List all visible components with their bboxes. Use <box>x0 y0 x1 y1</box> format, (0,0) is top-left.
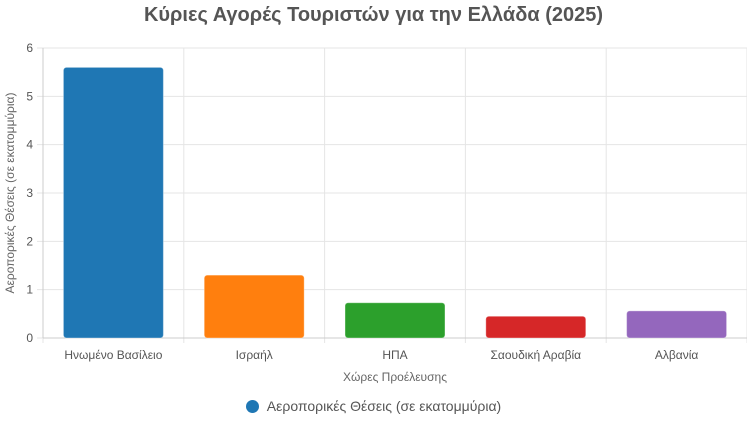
y-tick-label: 6 <box>26 41 33 55</box>
bar[interactable] <box>62 66 164 339</box>
y-axis-title: Αεροπορικές Θέσεις (σε εκατομμύρια) <box>3 93 17 294</box>
y-tick-label: 3 <box>26 186 33 200</box>
x-tick-label: ΗΠΑ <box>382 348 407 362</box>
bar[interactable] <box>485 315 587 339</box>
y-tick-label: 0 <box>26 331 33 345</box>
y-tick-label: 1 <box>26 283 33 297</box>
x-tick-label: Αλβανία <box>655 348 699 362</box>
bar[interactable] <box>344 302 446 339</box>
chart-title: Κύριες Αγορές Τουριστών για την Ελλάδα (… <box>143 4 604 26</box>
bar-chart: 0 1 2 3 4 5 6 Ηνωμένο Βασίλειο Ισραήλ ΗΠΑ Σαουδική… <box>3 41 747 384</box>
y-tick-label: 2 <box>26 234 33 248</box>
x-tick-label: Σαουδική Αραβία <box>491 348 582 362</box>
x-tick-label: Ισραήλ <box>236 348 273 362</box>
legend-label: Αεροπορικές Θέσεις (σε εκατομμύρια) <box>266 398 502 414</box>
y-tick-label: 5 <box>26 89 33 103</box>
x-tick-label: Ηνωμένο Βασίλειο <box>64 348 162 362</box>
y-tick-label: 4 <box>26 138 33 152</box>
legend[interactable]: Αεροπορικές Θέσεις (σε εκατομμύρια) <box>0 398 747 414</box>
legend-swatch <box>245 399 259 413</box>
bar[interactable] <box>203 274 305 339</box>
bar[interactable] <box>626 310 728 339</box>
x-axis-title: Χώρες Προέλευσης <box>343 370 447 384</box>
